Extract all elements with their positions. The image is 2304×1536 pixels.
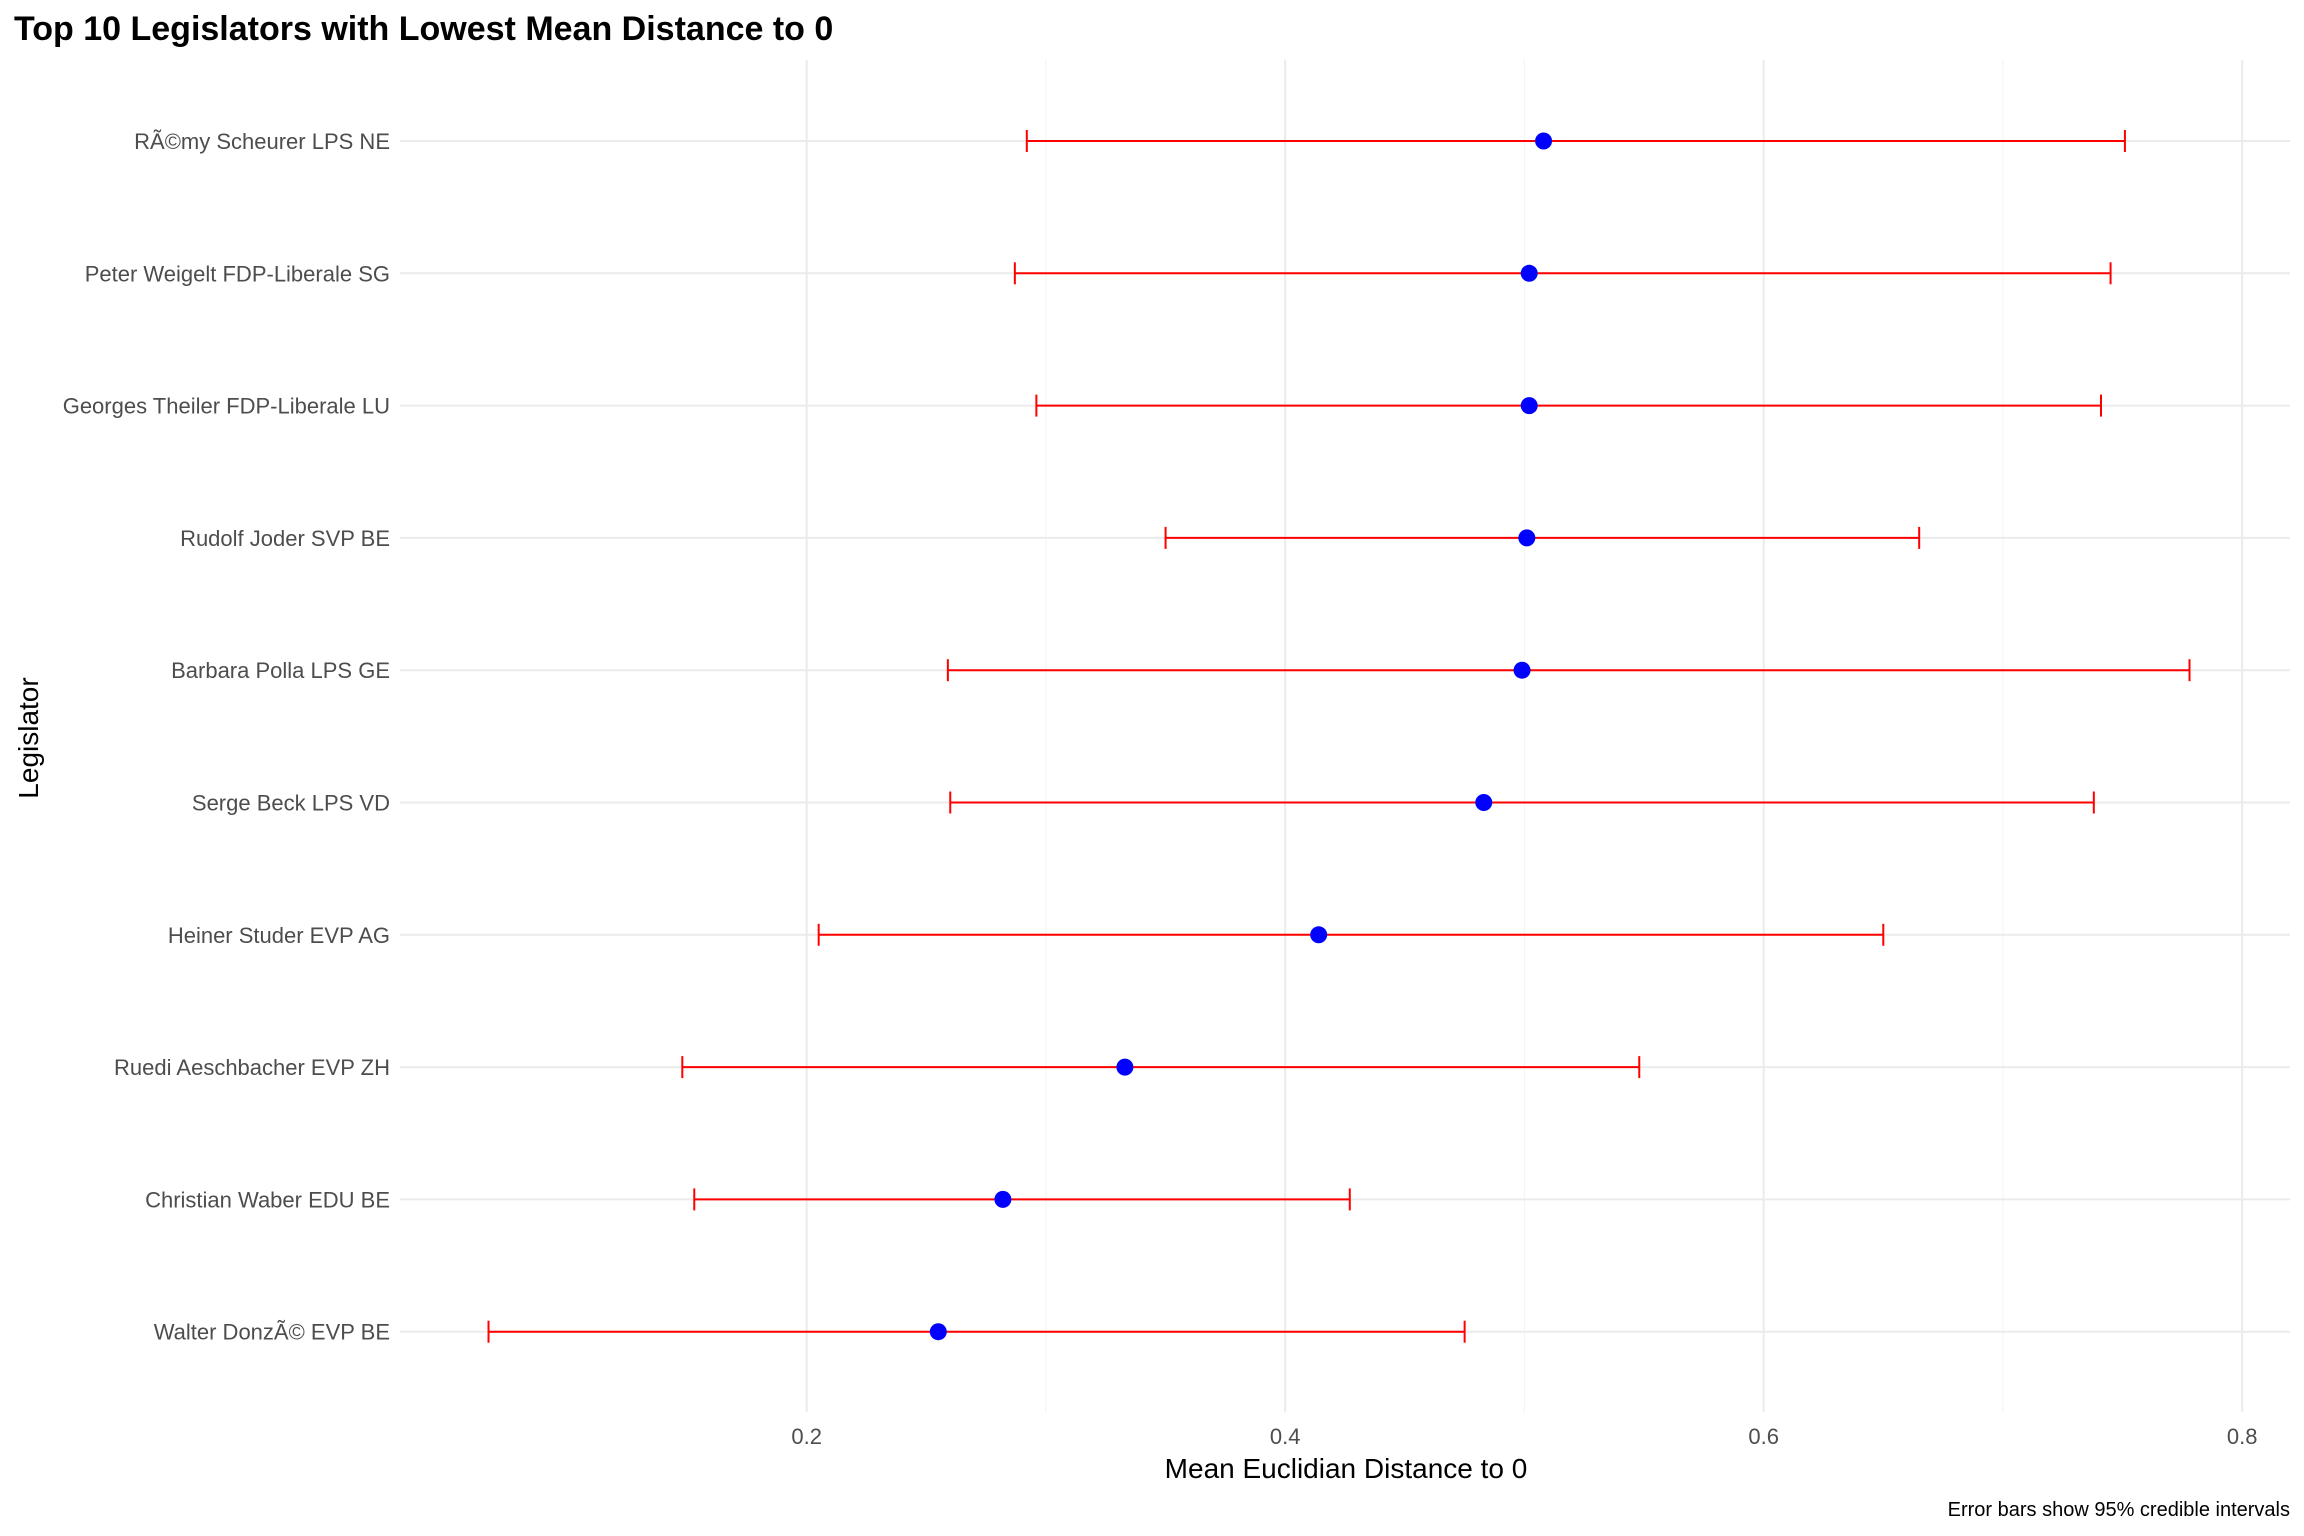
y-tick-label: Peter Weigelt FDP-Liberale SG: [85, 261, 390, 286]
error-bar: [817, 923, 1885, 946]
y-tick-label: Christian Waber EDU BE: [145, 1187, 390, 1212]
mean-point: [1116, 1058, 1134, 1076]
x-axis-title: Mean Euclidian Distance to 0: [1165, 1453, 1528, 1484]
y-tick-label: Rudolf Joder SVP BE: [180, 526, 390, 551]
mean-point: [994, 1190, 1012, 1208]
mean-point: [1513, 661, 1531, 679]
x-tick-label: 0.2: [791, 1424, 822, 1449]
mean-point: [1535, 132, 1553, 150]
mean-point: [1475, 794, 1493, 811]
x-tick-labels: 0.2 0.4 0.6 0.8: [791, 1424, 2257, 1449]
error-bar: [1013, 262, 2112, 285]
error-bar: [1025, 130, 2126, 152]
x-tick-label: 0.6: [1748, 1424, 1779, 1449]
error-bar: [681, 1056, 1641, 1079]
error-bar: [946, 659, 2191, 682]
error-bar: [487, 1320, 1466, 1343]
y-axis-title: Legislator: [13, 677, 44, 798]
mean-point: [929, 1323, 947, 1341]
error-bar: [1164, 526, 1921, 549]
y-tick-label: RÃ©my Scheurer LPS NE: [134, 129, 390, 154]
mean-point: [1520, 264, 1538, 282]
mean-point: [1310, 926, 1328, 944]
mean-points: [929, 132, 1553, 1341]
error-bar: [949, 791, 2095, 814]
y-tick-label: Serge Beck LPS VD: [192, 791, 390, 816]
y-tick-label: Georges Theiler FDP-Liberale LU: [63, 394, 390, 419]
error-bar: [693, 1188, 1351, 1211]
x-tick-label: 0.4: [1270, 1424, 1301, 1449]
y-tick-label: Heiner Studer EVP AG: [168, 923, 390, 948]
chart-title: Top 10 Legislators with Lowest Mean Dist…: [14, 10, 833, 48]
mean-point: [1520, 397, 1538, 415]
error-bars: [487, 130, 2191, 1343]
grid-lines: [400, 60, 2290, 1412]
y-tick-label: Barbara Polla LPS GE: [171, 658, 390, 683]
mean-point: [1518, 529, 1536, 547]
y-tick-labels: RÃ©my Scheurer LPS NE Peter Weigelt FDP-L…: [63, 129, 390, 1345]
y-tick-label: Walter DonzÃ© EVP BE: [154, 1320, 390, 1345]
chart-caption: Error bars show 95% credible intervals: [1948, 1499, 2290, 1521]
error-bar: [1035, 394, 2102, 417]
x-tick-label: 0.8: [2227, 1424, 2258, 1449]
y-tick-label: Ruedi Aeschbacher EVP ZH: [114, 1055, 390, 1080]
